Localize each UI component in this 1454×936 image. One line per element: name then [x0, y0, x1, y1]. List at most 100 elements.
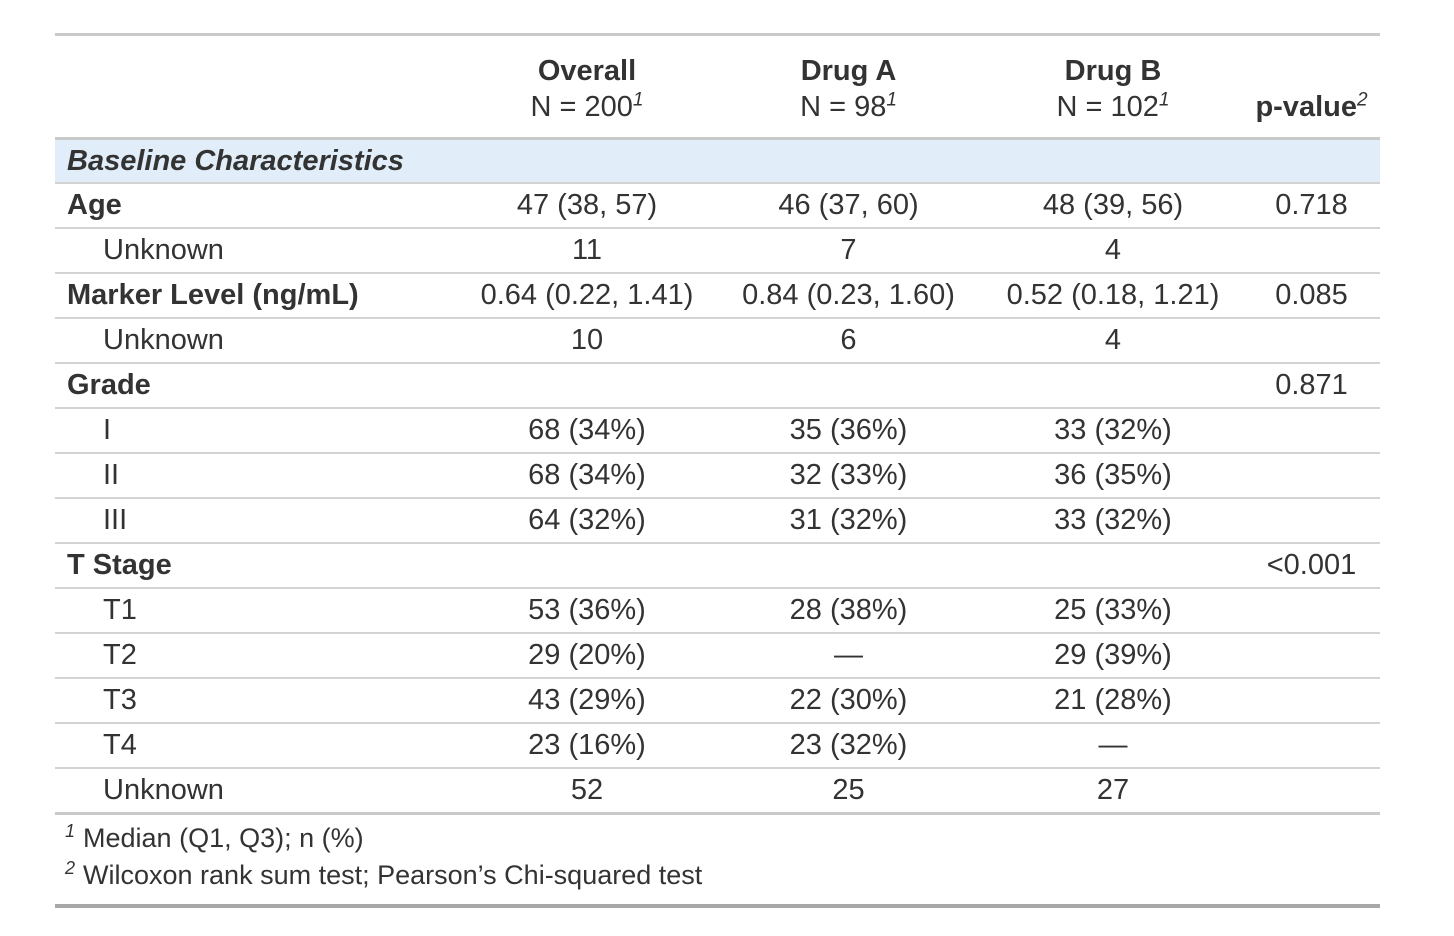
cell-overall: 64 (32%)	[460, 498, 714, 544]
table-row-marker-level: Marker Level (ng/mL) 0.64 (0.22, 1.41) 0…	[55, 273, 1380, 319]
cell-overall: 68 (34%)	[460, 453, 714, 499]
cell-p-value	[1243, 498, 1380, 544]
cell-p-value	[1243, 768, 1380, 812]
column-title-p-value: p-value	[1255, 90, 1357, 123]
cell-drug-b	[983, 543, 1243, 589]
footnote-marker: 1	[1158, 89, 1170, 111]
cell-drug-a: 46 (37, 60)	[714, 183, 983, 229]
summary-table-container: Overall N = 2001 Drug A N = 981 Drug B N…	[55, 33, 1380, 908]
column-title-overall: Overall	[537, 54, 637, 87]
cell-drug-a: —	[714, 633, 983, 679]
cell-p-value	[1243, 408, 1380, 454]
cell-drug-b: 33 (32%)	[983, 408, 1243, 454]
column-n-drug-a: N = 981	[714, 89, 983, 125]
cell-overall: 52	[570, 774, 604, 806]
section-header-label: Baseline Characteristics	[55, 138, 1380, 184]
cell-p-value	[1243, 453, 1380, 499]
table-row-grade: Grade 0.871	[55, 363, 1380, 409]
cell-drug-a: 32 (33%)	[714, 453, 983, 499]
table-row-t2: T2 29 (20%) — 29 (39%)	[55, 633, 1380, 679]
table-header: Overall N = 2001 Drug A N = 981 Drug B N…	[55, 34, 1380, 140]
footnote-marker: 1	[65, 821, 76, 841]
footnote-text: Median (Q1, Q3); n (%)	[83, 823, 364, 853]
cell-variable-label: Marker Level (ng/mL)	[55, 273, 460, 319]
footnote-1: 1 Median (Q1, Q3); n (%)	[65, 820, 1380, 857]
cell-drug-a: 0.84 (0.23, 1.60)	[714, 273, 983, 319]
column-title-drug-a: Drug A	[800, 54, 897, 87]
cell-level-label: III	[55, 498, 460, 544]
footnote-text: Wilcoxon rank sum test; Pearson’s Chi-sq…	[83, 860, 703, 890]
cell-drug-b: 29 (39%)	[983, 633, 1243, 679]
cell-drug-a: 23 (32%)	[714, 723, 983, 769]
baseline-characteristics-table: Overall N = 2001 Drug A N = 981 Drug B N…	[55, 33, 1380, 812]
cell-variable-label: Age	[55, 183, 460, 229]
table-row-grade-2: II 68 (34%) 32 (33%) 36 (35%)	[55, 453, 1380, 499]
cell-overall: 53 (36%)	[460, 588, 714, 634]
footnote-marker: 2	[1356, 89, 1368, 111]
cell-p-value: 0.085	[1243, 273, 1380, 319]
cell-drug-b: 27	[1096, 774, 1130, 806]
cell-level-label: T3	[55, 678, 460, 724]
header-col-drug-b: Drug B N = 1021	[983, 34, 1243, 140]
header-col-overall: Overall N = 2001	[460, 34, 714, 140]
cell-drug-b: 25 (33%)	[983, 588, 1243, 634]
cell-drug-a: 7	[714, 228, 983, 274]
n-label: N = 102	[1056, 90, 1159, 123]
cell-drug-a	[714, 543, 983, 589]
table-row-t3: T3 43 (29%) 22 (30%) 21 (28%)	[55, 678, 1380, 724]
cell-drug-b	[983, 363, 1243, 409]
cell-drug-a: 22 (30%)	[714, 678, 983, 724]
cell-level-label: T4	[55, 723, 460, 769]
footnote-marker: 1	[886, 89, 897, 111]
cell-level-label: Unknown	[55, 228, 460, 274]
table-body: Baseline Characteristics Age 47 (38, 57)…	[55, 138, 1380, 813]
table-row-t1: T1 53 (36%) 28 (38%) 25 (33%)	[55, 588, 1380, 634]
cell-drug-b: 0.52 (0.18, 1.21)	[983, 273, 1243, 319]
cell-overall: 68 (34%)	[460, 408, 714, 454]
cell-overall	[460, 363, 714, 409]
table-row-age-unknown: Unknown 11 7 4	[55, 228, 1380, 274]
cell-p-value: 0.871	[1243, 363, 1380, 409]
cell-drug-b: 33 (32%)	[983, 498, 1243, 544]
cell-overall: 43 (29%)	[460, 678, 714, 724]
cell-p-value: 0.718	[1243, 183, 1380, 229]
cell-drug-b: —	[983, 723, 1243, 769]
table-row-t-stage-unknown: Unknown 52 25 27	[55, 768, 1380, 812]
cell-overall	[460, 543, 714, 589]
cell-p-value	[1243, 588, 1380, 634]
footnote-marker: 1	[632, 89, 644, 111]
cell-p-value	[1243, 723, 1380, 769]
cell-overall: 23 (16%)	[460, 723, 714, 769]
column-n-overall: N = 2001	[460, 89, 714, 125]
table-row-t4: T4 23 (16%) 23 (32%) —	[55, 723, 1380, 769]
cell-level-label: II	[55, 453, 460, 499]
cell-drug-b: 4	[983, 318, 1243, 364]
table-footnotes: 1 Median (Q1, Q3); n (%) 2 Wilcoxon rank s…	[55, 812, 1380, 908]
cell-drug-b: 36 (35%)	[983, 453, 1243, 499]
cell-drug-b: 21 (28%)	[983, 678, 1243, 724]
cell-drug-a	[714, 363, 983, 409]
section-header-row: Baseline Characteristics	[55, 138, 1380, 184]
cell-p-value	[1243, 633, 1380, 679]
header-stub-cell	[55, 34, 460, 140]
header-col-p-value: p-value2	[1243, 34, 1380, 140]
cell-level-label: T2	[55, 633, 460, 679]
cell-p-value	[1243, 678, 1380, 724]
cell-p-value	[1243, 318, 1380, 364]
cell-drug-a: 25	[832, 774, 865, 806]
cell-overall: 29 (20%)	[460, 633, 714, 679]
cell-overall: 11	[460, 228, 714, 274]
cell-overall: 10	[460, 318, 714, 364]
table-row-age: Age 47 (38, 57) 46 (37, 60) 48 (39, 56) …	[55, 183, 1380, 229]
column-title-drug-b: Drug B	[1064, 54, 1162, 87]
cell-overall: 47 (38, 57)	[460, 183, 714, 229]
cell-variable-label: T Stage	[55, 543, 460, 589]
cell-p-value	[1243, 228, 1380, 274]
column-n-drug-b: N = 1021	[983, 89, 1243, 125]
header-row: Overall N = 2001 Drug A N = 981 Drug B N…	[55, 34, 1380, 140]
n-label: N = 98	[800, 90, 887, 123]
cell-variable-label: Grade	[55, 363, 460, 409]
cell-drug-a: 31 (32%)	[714, 498, 983, 544]
table-row-grade-3: III 64 (32%) 31 (32%) 33 (32%)	[55, 498, 1380, 544]
table-row-marker-unknown: Unknown 10 6 4	[55, 318, 1380, 364]
